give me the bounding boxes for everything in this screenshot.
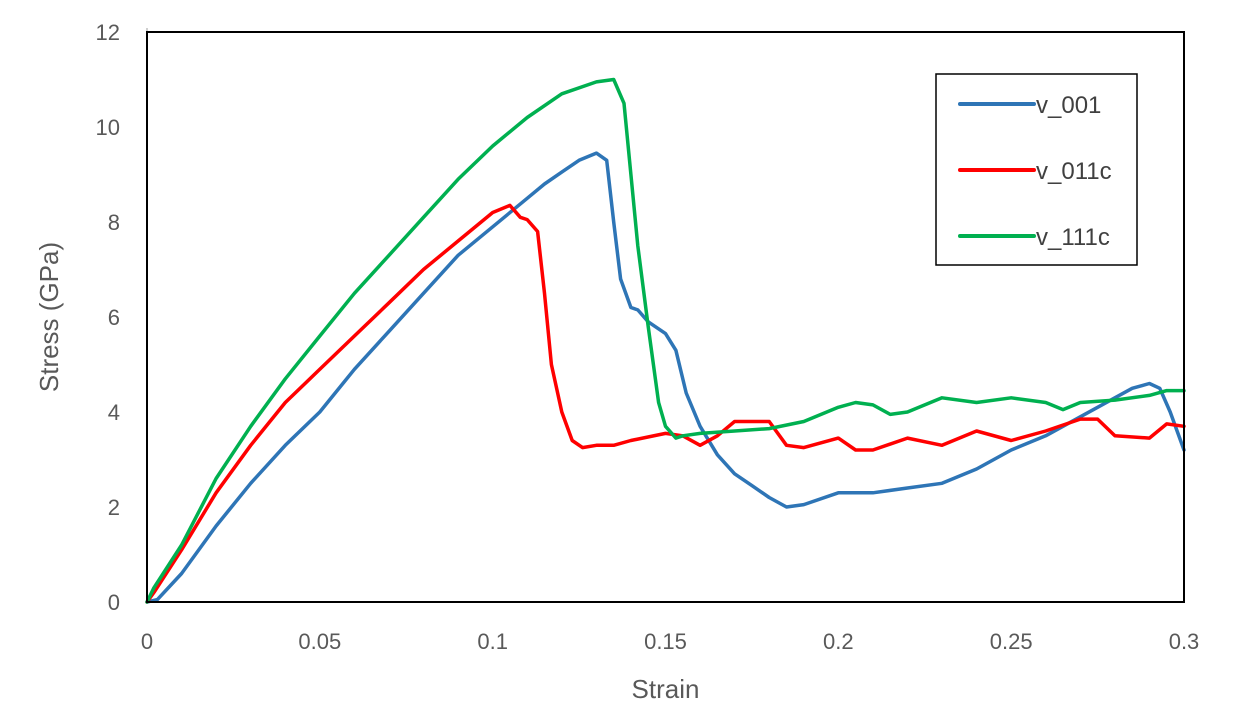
series-line-v-011c: [145, 203, 1186, 604]
x-tick-labels: 0 0.05 0.1 0.15 0.2 0.25 0.3: [141, 629, 1199, 654]
x-tick-label: 0.2: [823, 629, 854, 654]
x-tick-label: 0.3: [1169, 629, 1200, 654]
y-tick-label: 10: [96, 115, 120, 140]
y-tick-label: 12: [96, 20, 120, 45]
x-tick-label: 0.15: [644, 629, 687, 654]
y-tick-labels: 0 2 4 6 8 10 12: [96, 20, 120, 615]
y-axis-title: Stress (GPa): [34, 242, 64, 392]
legend-items: v_001 v_011c v_111c: [958, 92, 1112, 251]
x-tick-label: 0.25: [990, 629, 1033, 654]
legend-label: v_001: [1036, 92, 1101, 119]
y-tick-label: 0: [108, 590, 120, 615]
x-tick-label: 0.1: [477, 629, 508, 654]
x-tick-label: 0.05: [298, 629, 341, 654]
x-tick-label: 0: [141, 629, 153, 654]
y-tick-label: 8: [108, 210, 120, 235]
y-tick-label: 6: [108, 305, 120, 330]
series-line-v-111c: [145, 77, 1186, 604]
series-line-v-001: [145, 151, 1186, 604]
y-tick-label: 2: [108, 495, 120, 520]
series-layer: [145, 77, 1186, 604]
legend: v_001 v_011c v_111c: [935, 73, 1138, 266]
legend-label: v_111c: [1036, 224, 1110, 251]
x-axis-title: Strain: [632, 674, 700, 704]
legend-label: v_011c: [1036, 158, 1112, 185]
plot-frame: [146, 31, 1185, 603]
y-tick-label: 4: [108, 400, 120, 425]
